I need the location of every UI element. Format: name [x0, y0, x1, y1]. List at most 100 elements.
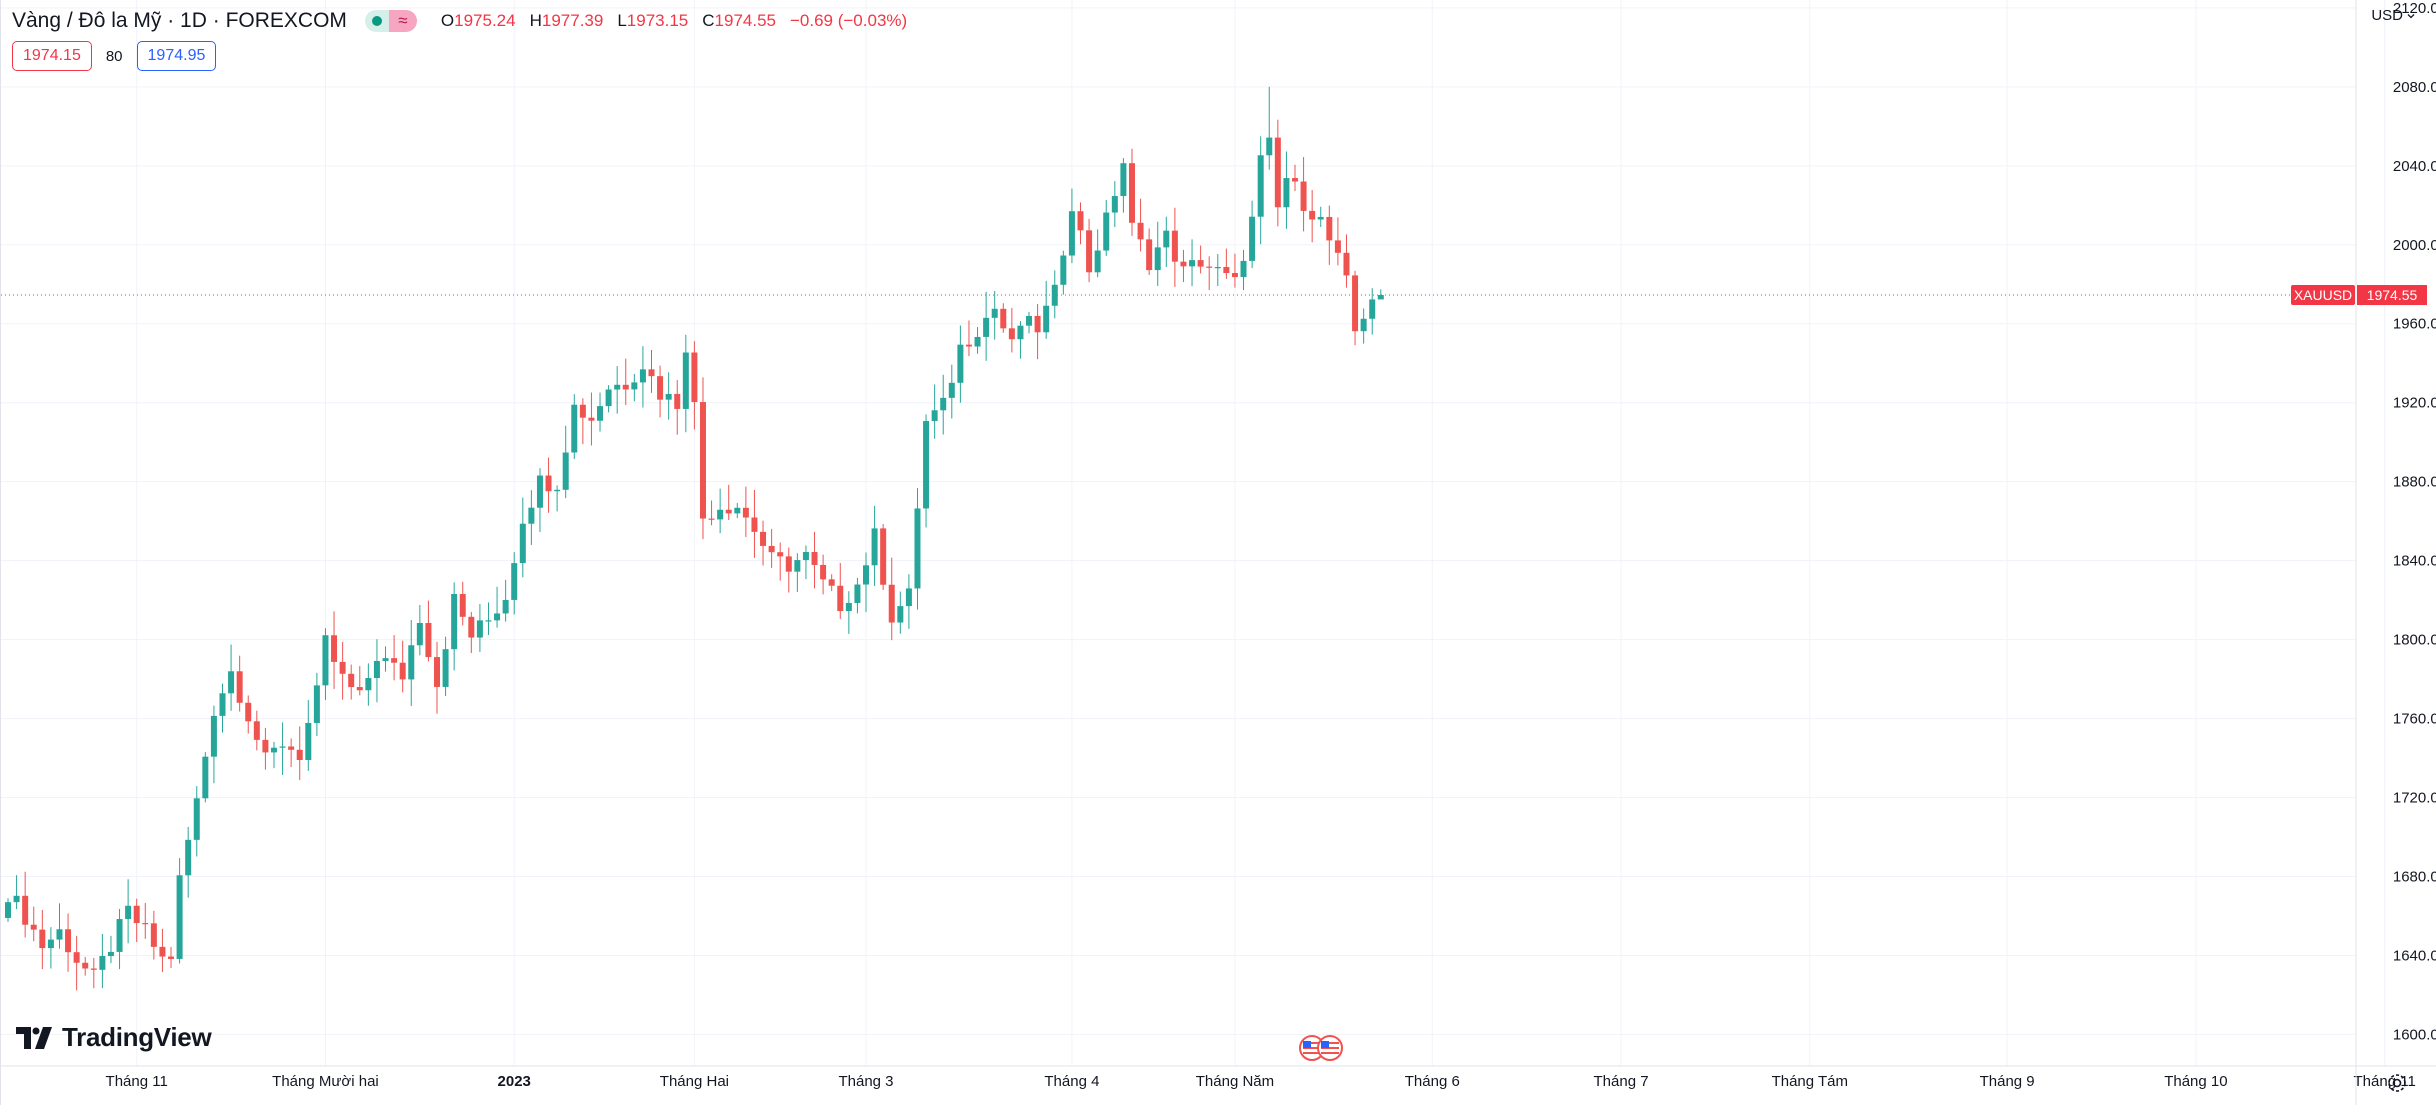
candle[interactable]	[614, 366, 621, 414]
candle[interactable]	[1283, 151, 1290, 229]
candle[interactable]	[699, 377, 706, 540]
candle[interactable]	[554, 485, 561, 512]
candle[interactable]	[228, 644, 235, 711]
currency-selector[interactable]: USD	[2371, 7, 2416, 24]
candle[interactable]	[1317, 206, 1324, 227]
candle[interactable]	[871, 505, 878, 587]
candle[interactable]	[168, 946, 175, 968]
candle[interactable]	[288, 738, 295, 768]
candle[interactable]	[13, 875, 20, 910]
candle[interactable]	[193, 786, 200, 857]
candle[interactable]	[476, 604, 483, 652]
candle[interactable]	[914, 488, 921, 610]
candle[interactable]	[974, 327, 981, 354]
gear-icon[interactable]	[2384, 1070, 2410, 1096]
candle[interactable]	[1343, 234, 1350, 288]
candle[interactable]	[1231, 253, 1238, 288]
candle[interactable]	[820, 554, 827, 595]
candle[interactable]	[665, 372, 672, 420]
candle[interactable]	[1292, 164, 1298, 192]
candle[interactable]	[1180, 249, 1187, 283]
candle[interactable]	[296, 726, 303, 781]
candle[interactable]	[622, 358, 629, 406]
candle[interactable]	[811, 531, 818, 589]
candle[interactable]	[639, 346, 646, 408]
candle[interactable]	[931, 384, 938, 439]
candlestick-series[interactable]	[5, 86, 1384, 991]
tradingview-logo[interactable]: TradingView	[16, 1022, 212, 1053]
candle[interactable]	[1257, 136, 1264, 245]
candle[interactable]	[648, 349, 655, 393]
candle[interactable]	[1369, 288, 1376, 335]
candle[interactable]	[322, 628, 329, 701]
candle[interactable]	[159, 928, 166, 972]
candle[interactable]	[1300, 157, 1307, 232]
candle[interactable]	[1103, 199, 1110, 256]
candle[interactable]	[657, 365, 664, 418]
candle[interactable]	[777, 542, 784, 581]
sell-button[interactable]: 1974.15	[12, 41, 92, 71]
candle[interactable]	[742, 486, 749, 537]
candle[interactable]	[408, 620, 415, 706]
candle[interactable]	[485, 602, 492, 636]
candle[interactable]	[1077, 202, 1084, 245]
candle[interactable]	[863, 552, 869, 613]
candle[interactable]	[133, 898, 140, 942]
candle[interactable]	[270, 741, 277, 769]
candle[interactable]	[331, 611, 338, 689]
candle[interactable]	[837, 562, 844, 619]
candle[interactable]	[1154, 221, 1161, 286]
candle[interactable]	[253, 710, 260, 751]
us-flag-icon[interactable]	[1298, 1034, 1346, 1062]
candle[interactable]	[468, 611, 475, 653]
candle[interactable]	[1086, 218, 1093, 283]
candle[interactable]	[1266, 86, 1273, 170]
candle[interactable]	[73, 935, 80, 991]
candle[interactable]	[262, 727, 269, 770]
candle[interactable]	[1206, 256, 1213, 291]
candle[interactable]	[90, 957, 97, 989]
candle[interactable]	[511, 552, 518, 615]
candle[interactable]	[717, 488, 724, 534]
candle[interactable]	[219, 683, 226, 733]
candle[interactable]	[416, 604, 423, 656]
candle[interactable]	[99, 933, 106, 989]
candle[interactable]	[1111, 181, 1118, 228]
candle[interactable]	[1060, 250, 1067, 295]
candle[interactable]	[365, 663, 372, 706]
candle[interactable]	[734, 503, 741, 519]
candle[interactable]	[845, 591, 852, 634]
candle[interactable]	[794, 553, 801, 592]
candle[interactable]	[1043, 280, 1050, 339]
candle[interactable]	[1360, 308, 1367, 344]
candle[interactable]	[434, 641, 440, 714]
candle[interactable]	[1352, 270, 1359, 346]
candle[interactable]	[442, 636, 449, 696]
candle[interactable]	[1120, 158, 1127, 213]
candle[interactable]	[948, 364, 955, 419]
candle[interactable]	[760, 520, 767, 566]
candle[interactable]	[854, 577, 861, 614]
symbol-title[interactable]: Vàng / Đô la Mỹ · 1D · FOREXCOM	[12, 9, 347, 32]
candle[interactable]	[305, 700, 312, 771]
candle[interactable]	[348, 664, 355, 700]
candle[interactable]	[785, 547, 792, 593]
candle[interactable]	[725, 484, 732, 521]
candle[interactable]	[1214, 254, 1221, 287]
candle[interactable]	[425, 600, 432, 662]
candle[interactable]	[536, 468, 543, 532]
candle[interactable]	[605, 385, 612, 413]
candle[interactable]	[897, 591, 904, 634]
candle[interactable]	[245, 695, 252, 734]
candle[interactable]	[1094, 229, 1101, 278]
candle[interactable]	[983, 291, 990, 361]
candle[interactable]	[1137, 198, 1144, 252]
candle[interactable]	[65, 913, 72, 972]
candle[interactable]	[373, 639, 380, 703]
candle[interactable]	[597, 392, 604, 432]
market-status[interactable]: ≈	[364, 10, 417, 32]
candle[interactable]	[1223, 248, 1230, 279]
candle[interactable]	[682, 334, 689, 433]
